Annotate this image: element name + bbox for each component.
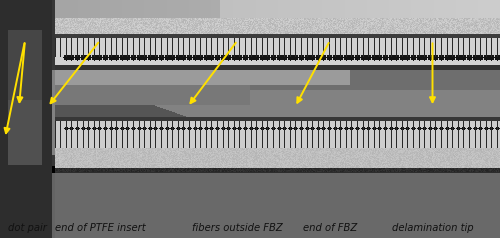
Text: end of PTFE insert: end of PTFE insert — [54, 223, 146, 233]
Text: end of FBZ: end of FBZ — [303, 223, 357, 233]
Text: fibers outside FBZ: fibers outside FBZ — [192, 223, 283, 233]
Text: dot pair: dot pair — [8, 223, 47, 233]
Text: delamination tip: delamination tip — [392, 223, 473, 233]
